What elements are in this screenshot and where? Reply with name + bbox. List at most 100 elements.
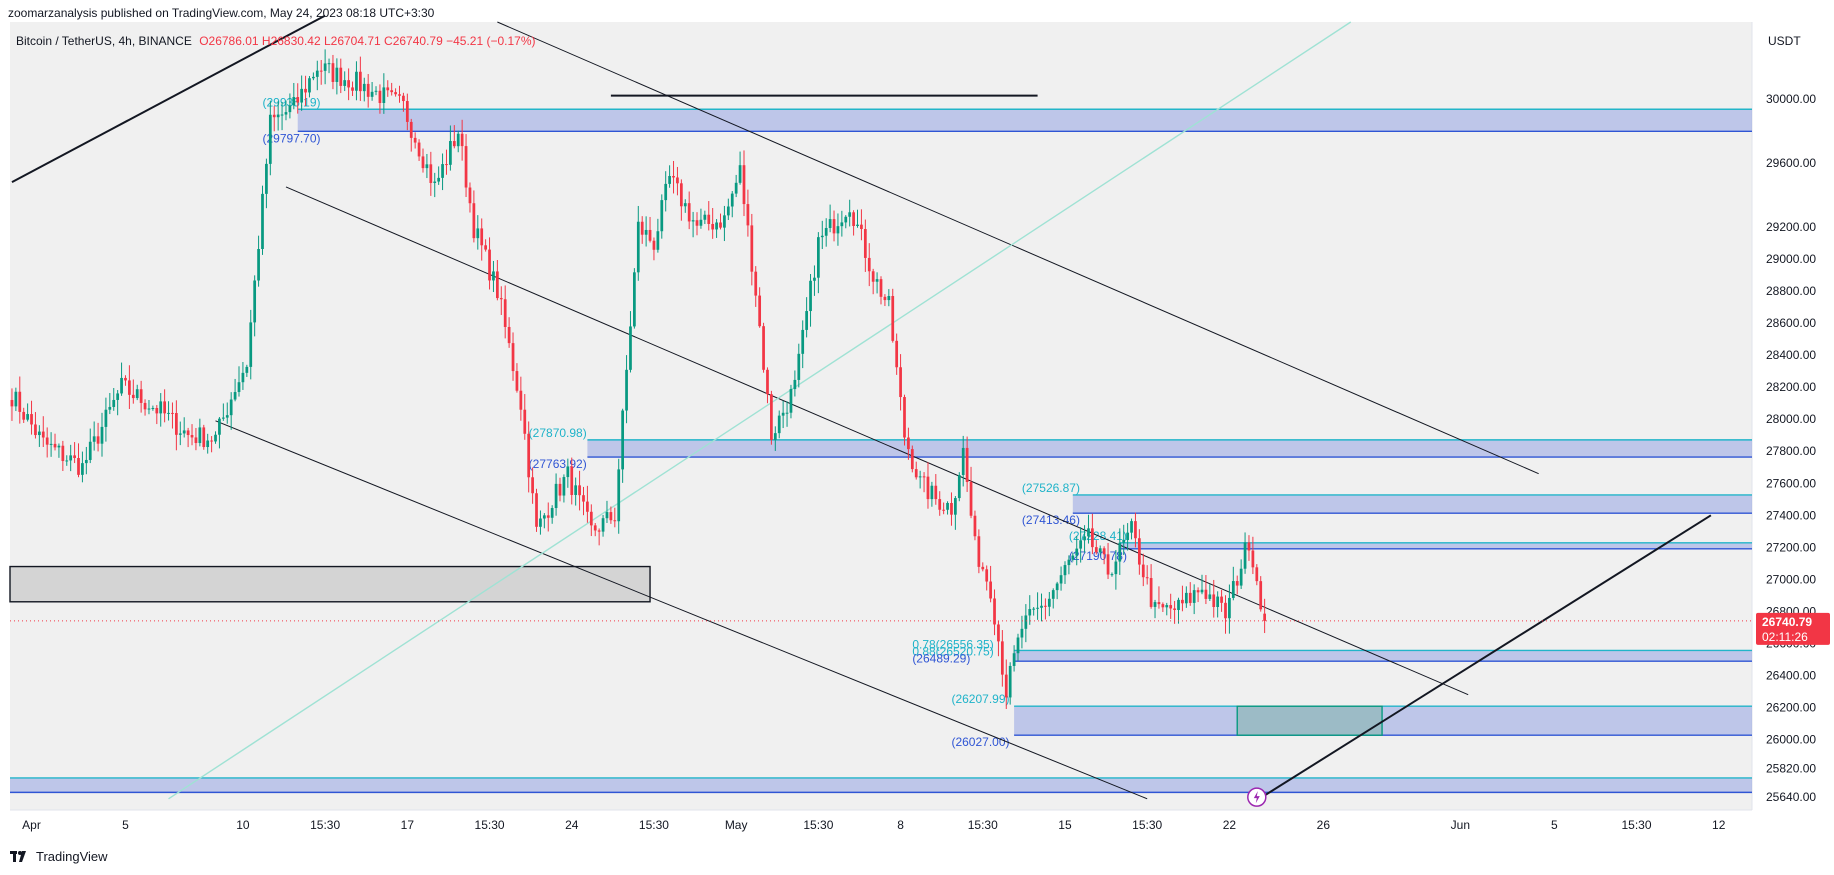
candle-body — [766, 369, 769, 395]
candle-body — [503, 299, 507, 327]
candle-body — [1075, 548, 1079, 556]
candle-body — [1040, 605, 1043, 608]
consolidation-box — [9, 565, 651, 603]
trendline — [285, 186, 1469, 696]
candle-body — [1145, 577, 1149, 579]
candle-body — [315, 70, 319, 77]
candle-body — [922, 476, 926, 478]
candle-body — [535, 493, 538, 527]
candle-body — [1067, 559, 1071, 566]
current-price-value: 26740.79 — [1762, 615, 1812, 629]
candle-body — [723, 215, 726, 228]
candle-body — [871, 271, 875, 282]
candle-body — [625, 369, 628, 411]
candle-body — [930, 485, 934, 500]
candle-body — [742, 165, 746, 205]
candle-body — [699, 219, 703, 226]
candle-body — [781, 412, 785, 416]
candle-body — [1051, 590, 1055, 599]
candle-body — [159, 401, 163, 414]
candle-body — [425, 164, 429, 169]
zone-price-label: (29935.19) — [262, 95, 320, 109]
candle-body — [272, 114, 276, 118]
candle-body — [809, 280, 812, 312]
time-tick-label: 15:30 — [1622, 818, 1652, 832]
candle-body — [848, 212, 852, 217]
candle-body — [546, 515, 550, 518]
candle-body — [644, 229, 648, 235]
candle-body — [37, 431, 41, 436]
time-tick-label: 12 — [1712, 818, 1726, 832]
price-tick-label: 29200.00 — [1766, 220, 1816, 234]
price-tick-label: 27000.00 — [1766, 572, 1816, 586]
sr-zone — [1119, 542, 1752, 549]
candle-body — [452, 141, 456, 147]
tradingview-logo-icon — [10, 850, 26, 862]
candle-body — [206, 440, 210, 448]
time-tick-label: 22 — [1223, 818, 1237, 832]
candle-body — [214, 434, 217, 442]
candle-body — [143, 402, 147, 410]
candle-body — [531, 477, 534, 494]
candle-body — [977, 536, 981, 567]
candle-body — [495, 271, 499, 299]
candle-body — [1110, 574, 1114, 576]
candle-body — [116, 393, 120, 400]
candle-body — [1255, 567, 1259, 582]
bar-countdown: 02:11:26 — [1762, 630, 1808, 644]
candle-body — [824, 227, 828, 236]
candle-body — [499, 298, 503, 300]
candle-body — [355, 71, 358, 91]
candle-body — [1251, 550, 1255, 568]
candle-body — [636, 221, 640, 273]
candle-body — [910, 449, 914, 470]
candle-body — [1157, 602, 1161, 605]
candle-body — [237, 382, 241, 393]
zone-price-label: (27763.92) — [529, 457, 587, 471]
candle-body — [339, 67, 343, 86]
candle-body — [175, 413, 178, 435]
candle-body — [323, 63, 327, 71]
candle-body — [296, 97, 300, 103]
candle-body — [903, 397, 906, 438]
candle-body — [261, 193, 264, 250]
candle-body — [668, 175, 671, 184]
published-caption: zoomarzanalysis published on TradingView… — [8, 6, 435, 20]
candle-body — [374, 90, 378, 92]
candle-body — [1044, 605, 1047, 607]
candle-body — [679, 183, 683, 207]
candle-body — [265, 163, 268, 194]
candle-body — [1153, 602, 1157, 607]
candle-body — [1024, 615, 1028, 629]
bottom-zone — [10, 777, 1752, 793]
candle-body — [993, 598, 996, 625]
candle-body — [1181, 599, 1184, 604]
candle-body — [1118, 542, 1122, 562]
sr-zone — [587, 439, 1752, 458]
candle-body — [1149, 578, 1153, 607]
candle-body — [249, 322, 253, 367]
candle-body — [1141, 564, 1145, 578]
candle-body — [883, 296, 887, 301]
candle-body — [288, 105, 292, 113]
candle-body — [613, 520, 617, 522]
candle-body — [394, 92, 397, 95]
candle-body — [703, 214, 707, 220]
trendline — [497, 21, 1539, 475]
price-tick-label: 29600.00 — [1766, 156, 1816, 170]
candle-body — [280, 114, 284, 116]
candle-body — [711, 223, 715, 230]
candle-body — [480, 228, 484, 246]
candle-body — [1208, 594, 1212, 599]
candle-body — [695, 220, 699, 226]
candle-body — [284, 112, 288, 115]
footer-brand: TradingView — [10, 849, 108, 864]
candle-body — [683, 203, 687, 207]
candle-body — [178, 433, 182, 435]
candle-body — [1188, 592, 1192, 603]
candles — [10, 49, 1267, 710]
price-tick-label: 26400.00 — [1766, 668, 1816, 682]
candle-body — [276, 114, 280, 118]
candle-body — [77, 458, 80, 475]
